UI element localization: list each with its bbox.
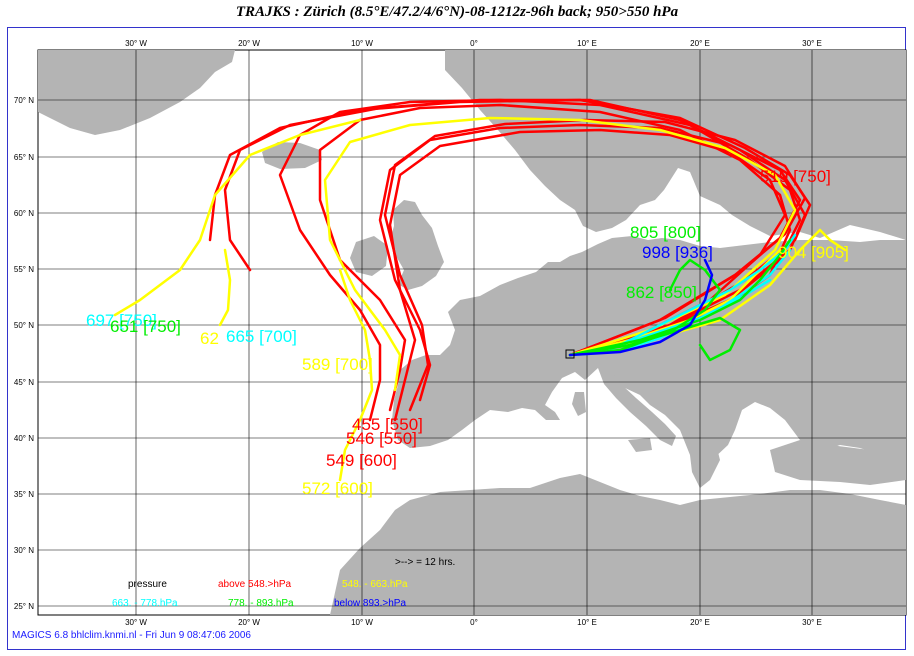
traj-label: 589 [700] (302, 355, 373, 374)
italy-land (598, 368, 676, 446)
trajectory-green (568, 316, 742, 362)
lat-tick-label: 35° N (14, 490, 34, 499)
lon-tick-label: 10° E (577, 618, 597, 627)
legend-interval-note: >--> = 12 hrs. (395, 557, 455, 568)
legend-entry: 778. - 893.hPa (228, 598, 294, 609)
traj-label: 998 [936] (642, 243, 713, 262)
lon-tick-label: 10° W (351, 618, 373, 627)
traj-label: 862 [850] (626, 283, 697, 302)
lon-tick-label: 30° W (125, 39, 147, 48)
lon-tick-label: 10° E (577, 39, 597, 48)
trajectories (113, 98, 847, 482)
great-britain-land (390, 200, 444, 290)
traj-label: 805 [800] (630, 223, 701, 242)
legend-entry: above 548.>hPa (218, 579, 292, 590)
footer: MAGICS 6.8 bhlclim.knmi.nl - Fri Jun 9 0… (12, 630, 251, 641)
trajectory-green (568, 238, 792, 357)
legend-entry: 663. - 778.hPa (112, 598, 178, 609)
trajectory-yellow (338, 268, 374, 482)
lat-tick-label: 50° N (14, 321, 34, 330)
trajectory-yellow (218, 248, 232, 327)
lon-tick-label: 10° W (351, 39, 373, 48)
trajectory-yellow (323, 116, 797, 392)
traj-label: 572 [600] (302, 479, 373, 498)
lat-tick-label: 70° N (14, 96, 34, 105)
traj-label: 697 [750] (86, 311, 157, 330)
europe-land (392, 236, 906, 470)
legend: >--> = 12 hrs. pressure above 548.>hPa 5… (112, 557, 455, 609)
traj-label: 455 [550] (352, 415, 423, 434)
traj-label: 665 [700] (226, 327, 297, 346)
trajectory-yellow (113, 118, 362, 317)
traj-label: 904 [905] (778, 243, 849, 262)
lon-tick-label: 20° W (238, 39, 260, 48)
trajectory-red (388, 128, 787, 422)
lon-tick-label: 0° (470, 618, 478, 627)
lat-tick-label: 55° N (14, 265, 34, 274)
sicily-land (628, 438, 652, 452)
traj-label: 519 [750] (760, 167, 831, 186)
traj-label: 546 [550] (346, 429, 417, 448)
sardinia-land (572, 392, 586, 416)
balkans-land (676, 420, 720, 488)
lat-tick-label: 40° N (14, 434, 34, 443)
legend-pressure-label: pressure (128, 579, 167, 590)
legend-entry: 548. - 663.hPa (342, 579, 408, 590)
lon-tick-label: 0° (470, 39, 478, 48)
turkey-land (770, 440, 906, 485)
lat-tick-label: 25° N (14, 602, 34, 611)
lon-tick-labels-top: 30° W 20° W 10° W 0° 10° E 20° E 30° E (125, 39, 822, 48)
lat-tick-label: 30° N (14, 546, 34, 555)
map-title: TRAJKS : Zürich (8.5°E/47.2/4/6°N)-08-12… (235, 4, 679, 20)
lon-tick-label: 20° E (690, 39, 710, 48)
lat-tick-labels: 70° N 65° N 60° N 55° N 50° N 45° N 40° … (14, 96, 34, 611)
lat-tick-label: 65° N (14, 153, 34, 162)
lon-tick-label: 30° E (802, 39, 822, 48)
iceland-land (262, 142, 322, 169)
traj-label: 549 [600] (326, 451, 397, 470)
legend-entry: below 893.>hPa (334, 598, 406, 609)
lat-tick-label: 60° N (14, 209, 34, 218)
lon-tick-labels-bottom: 30° W 20° W 10° W 0° 10° E 20° E 30° E (125, 618, 822, 627)
trajectory-labels: 519 [750] 805 [800] 998 [936] 862 [850] … (86, 167, 849, 498)
ireland-land (350, 236, 388, 276)
lon-tick-label: 20° W (238, 618, 260, 627)
origin-marker (565, 349, 575, 359)
traj-label: 62 (200, 329, 219, 348)
lon-tick-label: 20° E (690, 618, 710, 627)
traj-label: 651 [750] (110, 317, 181, 336)
lon-tick-label: 30° E (802, 618, 822, 627)
lon-tick-label: 30° W (125, 618, 147, 627)
trajectory-blue (568, 258, 714, 357)
greenland-land (38, 50, 235, 135)
lat-tick-label: 45° N (14, 378, 34, 387)
